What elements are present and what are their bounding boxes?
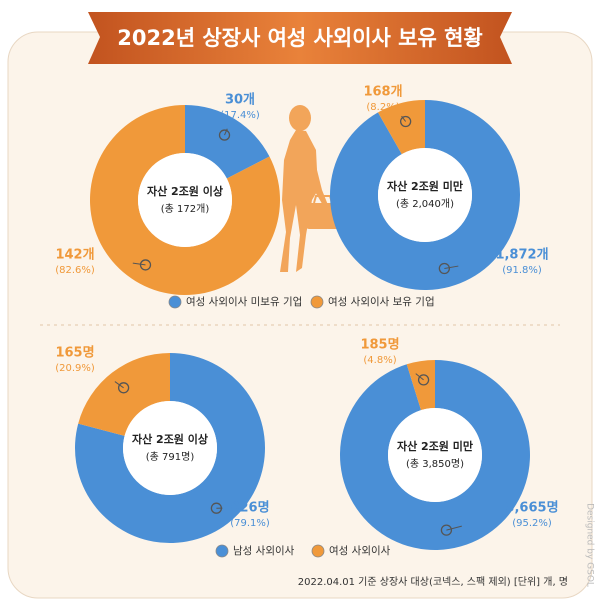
- donut-hole: [388, 408, 482, 502]
- donut-hole: [123, 401, 217, 495]
- value-label: 185명: [360, 337, 399, 353]
- leader-line: [444, 265, 459, 269]
- center-title: 자산 2조원 미만: [397, 439, 473, 453]
- percent-marker: [139, 259, 152, 271]
- legend-swatch: [168, 295, 182, 309]
- donut-segment: [406, 360, 435, 411]
- percent-marker: [399, 115, 412, 128]
- value-label: 142개: [55, 248, 94, 263]
- center-title: 자산 2조원 미만: [387, 179, 463, 193]
- legend-label: 남성 사외이사: [233, 545, 295, 557]
- percent-label: (82.6%): [55, 265, 95, 276]
- center-subtitle: (총 2,040개): [396, 198, 454, 210]
- leader-line: [224, 128, 228, 136]
- donut-chart: 1,872개 (91.8%) 168개 (8.2%) 자산 2조원 미만 (총 2,040…: [330, 85, 549, 290]
- donut-chart: 3,665명 (95.2%) 185명 (4.8%) 자산 2조원 미만 (총 3,850…: [340, 337, 559, 550]
- value-label: 1,872개: [495, 248, 548, 263]
- title-banner: [88, 12, 512, 64]
- legend-label: 여성 사외이사 보유 기업: [328, 295, 435, 308]
- donut-segment: [378, 100, 425, 155]
- donut-chart: 626명 (79.1%) 165명 (20.9%) 자산 2조원 이상 (총 791명): [55, 345, 270, 543]
- footnote: 2022.04.01 기준 상장사 대상(코넥스, 스팩 제외) [단위] 개,…: [298, 575, 568, 588]
- center-title: 자산 2조원 이상: [132, 432, 208, 446]
- center-title: 자산 2조원 이상: [147, 184, 223, 198]
- percent-marker: [417, 374, 430, 386]
- percent-label: (17.4%): [220, 110, 260, 121]
- percent-label: (91.8%): [502, 265, 542, 276]
- value-label: 3,665명: [505, 500, 558, 516]
- donut-segment: [330, 100, 520, 290]
- donut-segment: [340, 360, 531, 550]
- donut-hole: [378, 148, 472, 242]
- percent-label: (4.8%): [363, 355, 396, 366]
- leader-line: [446, 525, 462, 531]
- donut-segment: [90, 105, 281, 295]
- value-label: 626명: [230, 500, 269, 516]
- credit: Designed by GSOL: [585, 503, 595, 587]
- donut-segment: [75, 353, 266, 543]
- donut-segment: [78, 353, 170, 436]
- leader-line: [132, 262, 146, 266]
- center-subtitle: (총 3,850명): [406, 458, 464, 470]
- legend-label: 여성 사외이사: [329, 545, 391, 557]
- legend-swatch: [215, 544, 229, 558]
- donut-hole: [138, 153, 232, 247]
- percent-label: (20.9%): [55, 363, 95, 374]
- legend-swatch: [310, 295, 324, 309]
- percent-marker: [438, 262, 451, 275]
- center-subtitle: (총 172개): [161, 203, 210, 215]
- value-label: 165명: [55, 345, 94, 361]
- donut-segment: [185, 105, 270, 179]
- percent-marker: [117, 382, 130, 394]
- percent-label: (95.2%): [512, 518, 552, 529]
- donut-chart: 30개 (17.4%) 142개 (82.6%) 자산 2조원 이상 (총 172개): [55, 93, 281, 295]
- value-label: 30개: [225, 93, 255, 108]
- legend-label: 여성 사외이사 미보유 기업: [186, 295, 302, 308]
- legend-swatch: [311, 544, 325, 558]
- percent-label: (8.2%): [366, 102, 399, 113]
- value-label: 168개: [363, 85, 402, 100]
- percent-label: (79.1%): [230, 518, 270, 529]
- percent-marker: [210, 502, 223, 514]
- percent-marker: [440, 524, 453, 536]
- center-subtitle: (총 791명): [146, 451, 195, 463]
- percent-marker: [218, 129, 231, 141]
- title: 2022년 상장사 여성 사외이사 보유 현황: [117, 26, 482, 50]
